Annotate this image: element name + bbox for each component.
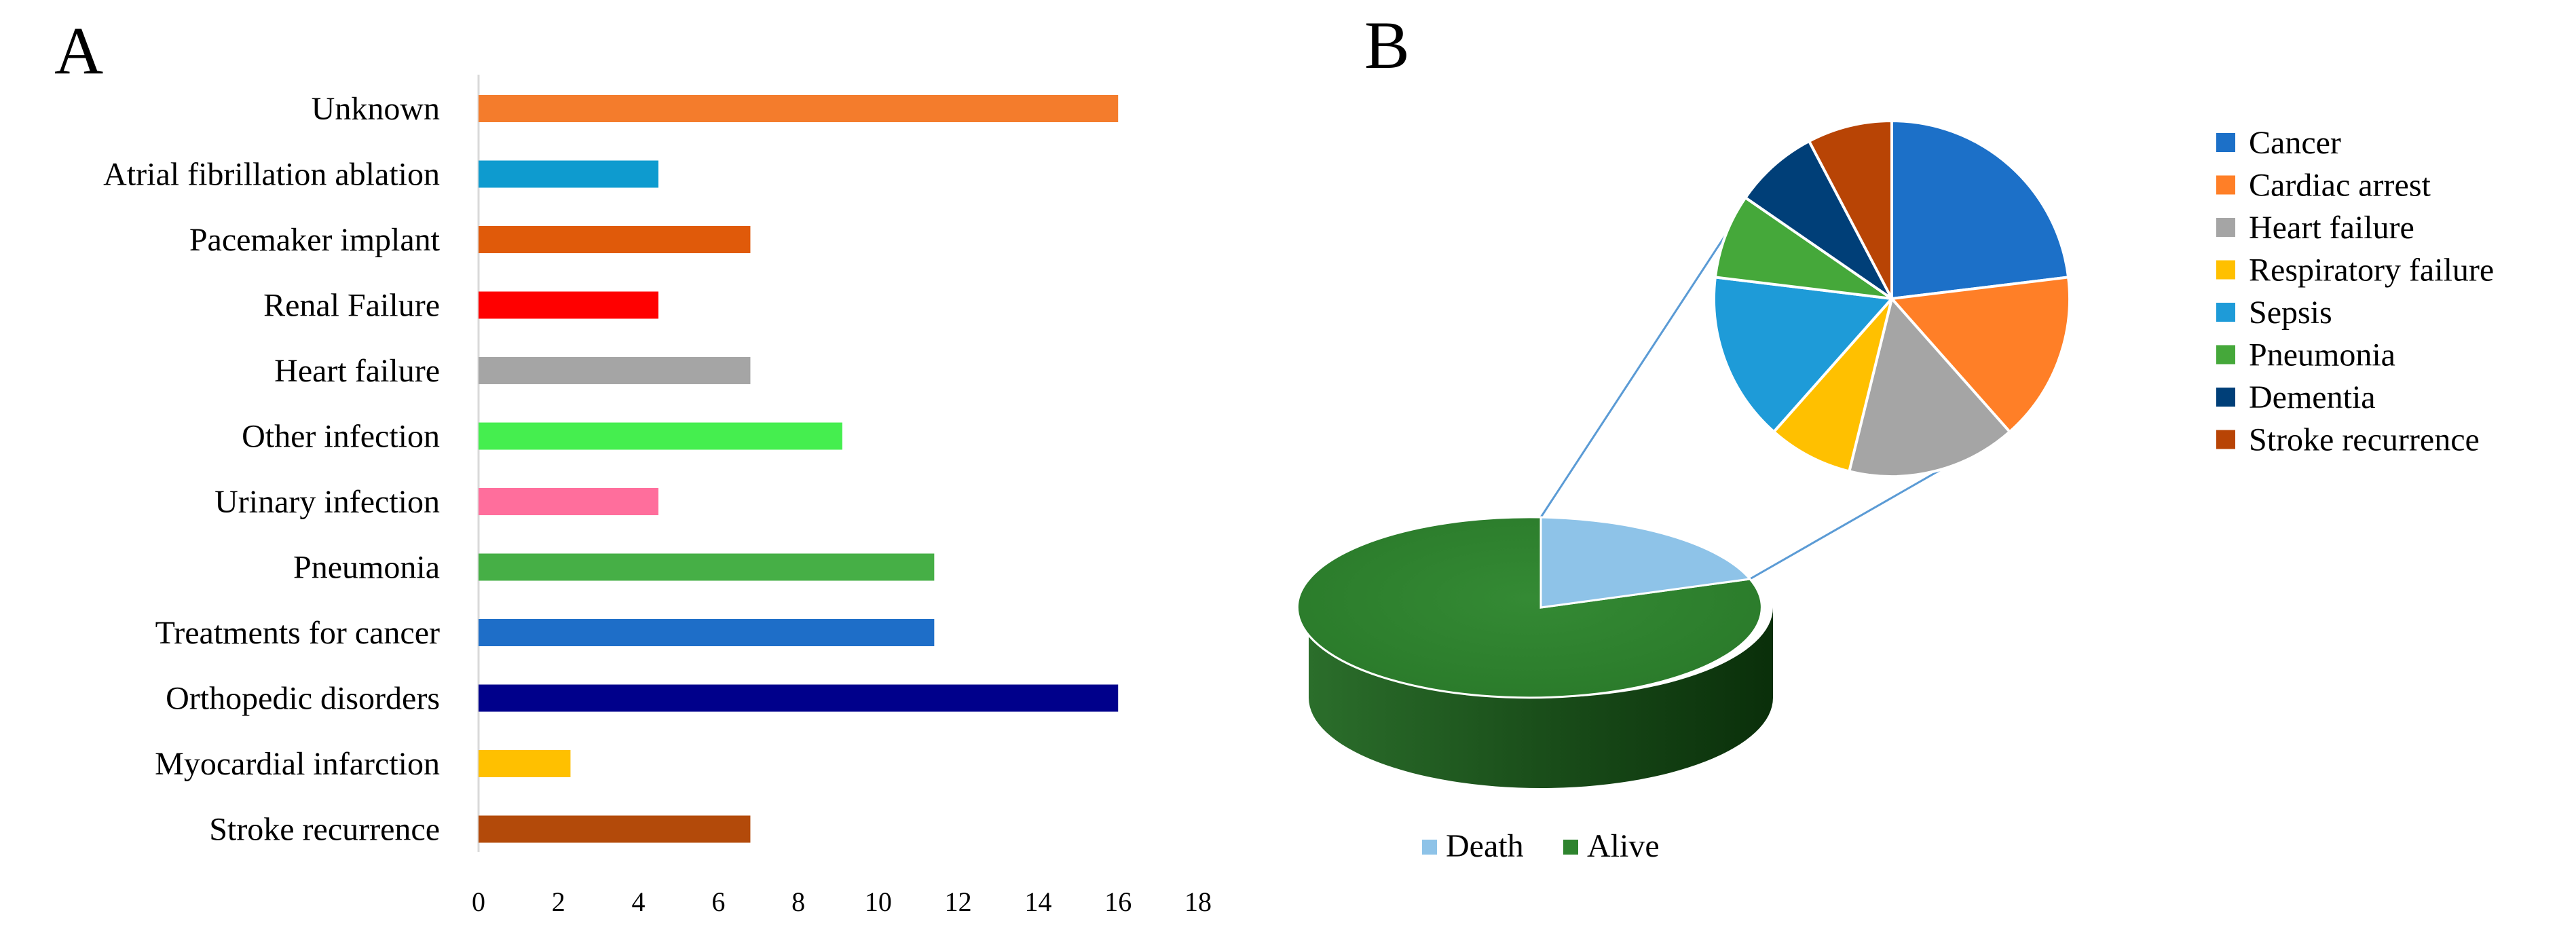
main-pie-3d — [1296, 516, 1773, 788]
legend-label-sepsis: Sepsis — [2249, 295, 2332, 331]
bar-stroke-recurrence — [479, 815, 751, 843]
legend-label-death: Death — [1446, 828, 1524, 864]
bar-orthopedic-disorders — [479, 684, 1119, 712]
legend-swatch-stroke-recurrence — [2216, 430, 2235, 449]
legend-swatch-pneumonia — [2216, 345, 2235, 365]
legend-label-alive: Alive — [1587, 828, 1660, 864]
bar-other-infection — [479, 422, 842, 450]
panel-b-label: B — [1364, 7, 1410, 83]
bar-label-other-infection: Other infection — [242, 419, 440, 455]
bar-pacemaker-implant — [479, 226, 751, 253]
legend-label-cardiac-arrest: Cardiac arrest — [2249, 168, 2431, 204]
legend-swatch-respiratory-failure — [2216, 260, 2235, 280]
x-tick-16: 16 — [1104, 886, 1132, 917]
bar-unknown — [479, 95, 1119, 122]
bar-label-unknown: Unknown — [312, 91, 440, 127]
breakdown-slice-dementia — [1743, 139, 1893, 300]
x-tick-14: 14 — [1024, 886, 1051, 917]
legend-swatch-cancer — [2216, 133, 2235, 152]
breakdown-slice-cancer — [1890, 119, 2070, 301]
breakdown-slice-pneumonia — [1713, 195, 1893, 300]
bar-myocardial-infarction — [479, 750, 571, 777]
legend-swatch-death — [1422, 840, 1437, 855]
bar-label-heart-failure: Heart failure — [274, 353, 440, 389]
bar-label-atrial-fibrillation-ablation: Atrial fibrillation ablation — [103, 157, 440, 193]
bar-urinary-infection — [479, 488, 658, 515]
legend-swatch-cardiac-arrest — [2216, 175, 2235, 195]
x-tick-12: 12 — [945, 886, 972, 917]
x-tick-6: 6 — [711, 886, 725, 917]
x-tick-8: 8 — [791, 886, 805, 917]
x-tick-10: 10 — [865, 886, 892, 917]
bar-chart: Unknown Atrial fibrillation ablation Pacem… — [103, 91, 1119, 848]
breakdown-slice-sepsis — [1713, 276, 1895, 434]
legend-swatch-heart-failure — [2216, 218, 2235, 237]
legend-label-stroke-recurrence: Stroke recurrence — [2249, 422, 2480, 458]
bar-label-treatments-for-cancer: Treatments for cancer — [155, 615, 440, 651]
x-tick-2: 2 — [552, 886, 565, 917]
x-tick-0: 0 — [472, 886, 485, 917]
legend-label-dementia: Dementia — [2249, 379, 2376, 415]
legend-swatch-sepsis — [2216, 303, 2235, 322]
main-pie-legend: Death Alive — [1422, 828, 1660, 864]
legend-label-heart-failure: Heart failure — [2249, 210, 2414, 246]
legend-label-cancer: Cancer — [2249, 125, 2341, 161]
panel-a-label: A — [54, 13, 103, 88]
bar-label-pacemaker-implant: Pacemaker implant — [189, 222, 441, 258]
legend-swatch-alive — [1563, 840, 1578, 855]
bar-atrial-fibrillation-ablation — [479, 160, 658, 188]
bar-label-stroke-recurrence: Stroke recurrence — [209, 812, 440, 848]
connector-line-top — [1539, 200, 1749, 518]
breakdown-slice-respiratory-failure — [1772, 297, 1893, 473]
bar-label-renal-failure: Renal Failure — [263, 288, 440, 324]
legend-swatch-dementia — [2216, 388, 2235, 407]
bar-pneumonia — [479, 553, 935, 581]
bar-renal-failure — [479, 291, 658, 319]
bar-x-ticks: 0 2 4 6 8 10 12 14 16 18 — [472, 886, 1212, 917]
bar-label-myocardial-infarction: Myocardial infarction — [155, 746, 440, 782]
bar-treatments-for-cancer — [479, 619, 935, 646]
bar-heart-failure — [479, 357, 751, 384]
x-tick-18: 18 — [1184, 886, 1212, 917]
main-pie-slice-alive — [1296, 516, 1763, 699]
breakdown-slice-cardiac-arrest — [1888, 276, 2071, 434]
bar-label-pneumonia: Pneumonia — [293, 550, 440, 586]
breakdown-pie — [1713, 119, 2071, 478]
breakdown-slice-heart-failure — [1847, 295, 2012, 478]
legend-label-pneumonia: Pneumonia — [2249, 337, 2395, 373]
legend-label-respiratory-failure: Respiratory failure — [2249, 253, 2494, 288]
bar-label-urinary-infection: Urinary infection — [214, 484, 440, 520]
bar-label-orthopedic-disorders: Orthopedic disorders — [166, 681, 440, 717]
breakdown-legend: Cancer Cardiac arrest Heart failure Respira… — [2216, 125, 2494, 458]
breakdown-slice-stroke-recurrence — [1807, 119, 1893, 299]
main-pie-slice-death — [1539, 516, 1752, 609]
x-tick-4: 4 — [632, 886, 646, 917]
